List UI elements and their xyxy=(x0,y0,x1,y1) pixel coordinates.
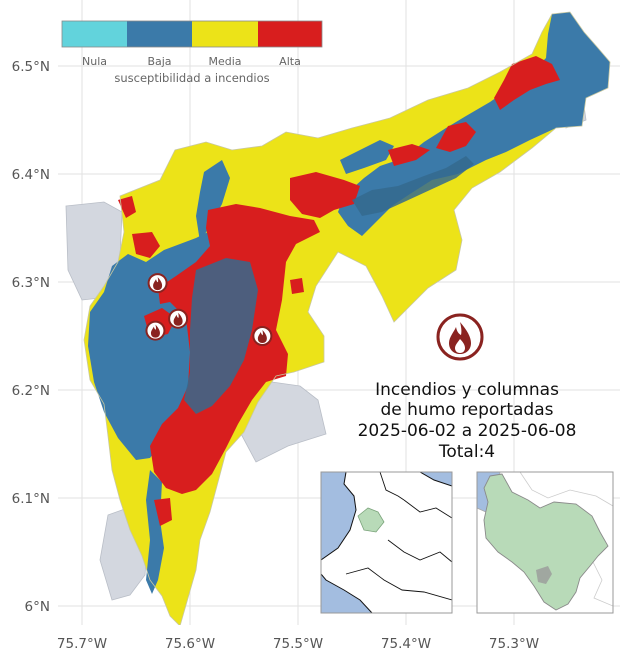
legend-swatch-nula xyxy=(62,21,127,47)
legend-label-alta: Alta xyxy=(279,55,301,68)
lon-axis: 75.7°W 75.6°W 75.5°W 75.4°W 75.3°W xyxy=(57,636,539,652)
legend-swatch-baja xyxy=(127,21,192,47)
inset-country-map xyxy=(320,471,453,614)
lat-tick: 6.2°N xyxy=(12,383,50,399)
lat-tick: 6.1°N xyxy=(12,491,50,507)
lon-tick: 75.7°W xyxy=(57,636,107,652)
lat-axis: 6.5°N 6.4°N 6.3°N 6.2°N 6.1°N 6°N xyxy=(12,59,50,615)
fire-markers xyxy=(145,273,273,346)
study-area-outline xyxy=(83,11,611,625)
lon-tick: 75.5°W xyxy=(273,636,323,652)
legend-swatch-alta xyxy=(258,21,322,47)
lat-tick: 6.3°N xyxy=(12,275,50,291)
neighboring-area xyxy=(65,91,587,601)
lat-tick: 6°N xyxy=(25,599,50,615)
fire-marker xyxy=(145,320,166,341)
lon-tick: 75.6°W xyxy=(165,636,215,652)
legend-label-nula: Nula xyxy=(82,55,107,68)
info-total: Total:4 xyxy=(438,442,495,462)
lat-tick: 6.4°N xyxy=(12,167,50,183)
info-line-1: Incendios y columnas xyxy=(375,380,559,400)
legend-label-media: Media xyxy=(208,55,241,68)
fire-marker xyxy=(252,326,273,346)
legend-title: susceptibilidad a incendios xyxy=(114,71,269,85)
region-mixed xyxy=(184,156,474,414)
info-line-3: 2025-06-02 a 2025-06-08 xyxy=(358,421,577,441)
legend-frame xyxy=(61,20,323,48)
fire-icon xyxy=(436,313,484,361)
legend: Nula Baja Media Alta susceptibilidad a i… xyxy=(61,20,323,85)
legend-label-baja: Baja xyxy=(147,55,171,68)
inset-department-map xyxy=(476,471,614,614)
fire-marker xyxy=(147,273,168,294)
lat-tick: 6.5°N xyxy=(12,59,50,75)
legend-swatch-media xyxy=(192,21,258,47)
info-line-2: de humo reportadas xyxy=(381,400,554,420)
lon-tick: 75.4°W xyxy=(381,636,431,652)
lon-tick: 75.3°W xyxy=(489,636,539,652)
fire-marker xyxy=(168,308,189,329)
